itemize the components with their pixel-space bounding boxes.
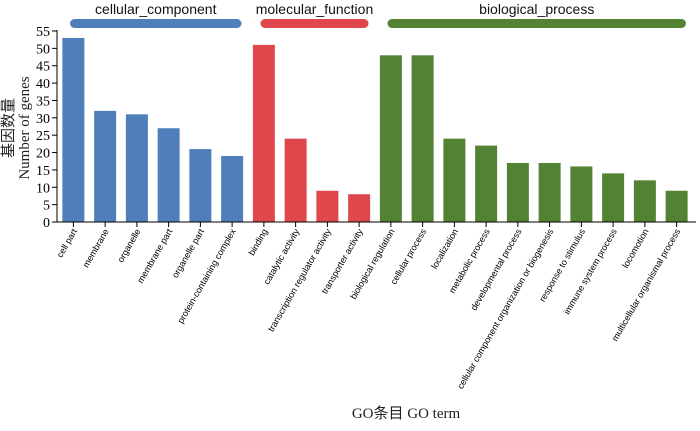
y-axis: 0 5 10 15 20 25 30 35 40 45 50 55: [36, 25, 58, 231]
group-header-bar-molecular_function: [260, 19, 369, 28]
bar-transcription-regulator-activity: [316, 190, 339, 222]
group-label: cellular_component: [95, 1, 217, 17]
x-tick-label: transcription regulator activity: [266, 227, 333, 334]
bar-multicellular-organismal-process: [665, 190, 688, 222]
y-tick-label: 10: [36, 181, 50, 196]
bar-localization: [443, 138, 466, 222]
x-axis-title: GO条目 GO term: [352, 405, 461, 422]
bar-biological-regulation: [379, 55, 402, 223]
x-tick-label: multicellular organismal process: [610, 227, 683, 343]
y-tick-label: 25: [36, 129, 50, 144]
y-tick-label: 30: [36, 112, 50, 127]
bar-cellular-process: [411, 55, 434, 223]
group-header-bar-cellular_component: [70, 19, 242, 28]
y-tick-label: 0: [43, 216, 50, 231]
y-tick-label: 40: [36, 77, 50, 92]
bar-cellular-component-organization-or-biogenesis: [538, 162, 561, 222]
bar-response-to-stimulus: [570, 166, 593, 222]
y-tick-label: 35: [36, 94, 50, 109]
y-tick-label: 5: [43, 199, 50, 214]
y-axis-title-en: Number of genes: [17, 76, 33, 179]
y-tick-label: 20: [36, 147, 50, 162]
group-header-bar-biological_process: [387, 19, 686, 28]
group-label: molecular_function: [256, 1, 374, 17]
y-tick-label: 15: [36, 164, 50, 179]
bar-cell-part: [62, 37, 85, 223]
y-tick-label: 45: [36, 60, 50, 75]
y-axis-title-cn: 基因数量: [0, 98, 17, 158]
bar-organelle-part: [189, 149, 212, 222]
bars: [62, 37, 688, 223]
x-tick-label: membrane: [81, 227, 111, 269]
bar-organelle: [125, 114, 148, 222]
bar-catalytic-activity: [284, 138, 307, 222]
group-header-bars: cellular_component molecular_function biol…: [70, 1, 686, 28]
bar-membrane: [94, 110, 117, 222]
y-tick-label: 50: [36, 42, 50, 57]
x-tick-label: organelle: [115, 227, 142, 264]
bar-binding: [252, 44, 275, 223]
bar-immune-system-process: [602, 173, 625, 222]
bar-metabolic-process: [475, 145, 498, 222]
bar-locomotion: [633, 180, 656, 222]
x-tick-label: organelle part: [170, 227, 206, 280]
x-tick-label: membrane part: [135, 227, 174, 285]
bar-protein-containing-complex: [221, 156, 244, 222]
bar-membrane-part: [157, 128, 180, 222]
group-label: biological_process: [479, 1, 594, 17]
bar-developmental-process: [506, 162, 529, 222]
x-tick-label: cell part: [55, 227, 80, 260]
x-tick-label: localization: [429, 227, 460, 271]
x-tick-label: locomotion: [620, 227, 650, 270]
y-tick-label: 55: [36, 25, 50, 40]
bar-transporter-activity: [348, 194, 371, 222]
x-tick-label: binding: [246, 227, 269, 257]
x-tick-label: protein-containing complex: [175, 227, 238, 326]
